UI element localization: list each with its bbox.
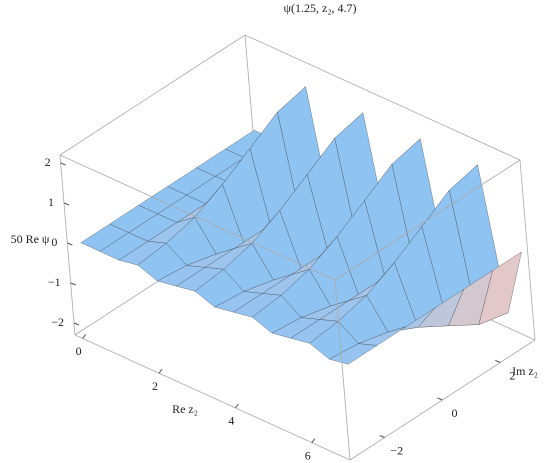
y-tick bbox=[495, 360, 501, 363]
y-tick-label: 2 bbox=[509, 368, 515, 382]
z-tick-label: −1 bbox=[48, 275, 61, 289]
x-tick bbox=[311, 438, 316, 443]
z-axis-label: 50 Re ψ bbox=[11, 232, 50, 246]
z-tick-label: −2 bbox=[51, 315, 64, 329]
z-tick bbox=[60, 162, 66, 166]
z-tick bbox=[67, 242, 73, 246]
box-edge bbox=[59, 154, 76, 336]
x-axis-label: Re z₂ bbox=[172, 402, 198, 416]
z-tick bbox=[73, 322, 80, 326]
x-tick-label: 2 bbox=[152, 379, 158, 393]
z-tick-label: 2 bbox=[45, 155, 51, 169]
box-edge bbox=[519, 159, 536, 341]
box-edge bbox=[74, 334, 351, 461]
y-tick bbox=[437, 397, 443, 401]
x-tick bbox=[158, 368, 163, 374]
y-tick bbox=[379, 435, 385, 438]
y-tick-label: 0 bbox=[452, 406, 458, 420]
y-axis-label: Im z₂ bbox=[512, 364, 538, 378]
box-edge bbox=[59, 34, 246, 156]
box-edge bbox=[334, 279, 351, 461]
y-tick-label: −2 bbox=[390, 443, 403, 457]
chart-title: ψ(1.25, z₂, 4.7) bbox=[283, 1, 356, 15]
box-edge bbox=[244, 34, 521, 161]
z-tick-label: 0 bbox=[51, 235, 57, 249]
x-tick-label: 0 bbox=[76, 344, 82, 358]
z-tick bbox=[70, 282, 76, 286]
z-tick-label: 1 bbox=[48, 195, 54, 209]
x-tick bbox=[235, 403, 239, 409]
x-tick bbox=[82, 334, 87, 339]
box-edge bbox=[59, 154, 336, 281]
z-tick bbox=[63, 202, 70, 206]
box-edge bbox=[334, 159, 521, 281]
x-tick-label: 4 bbox=[228, 414, 234, 428]
x-tick-label: 6 bbox=[305, 448, 311, 462]
